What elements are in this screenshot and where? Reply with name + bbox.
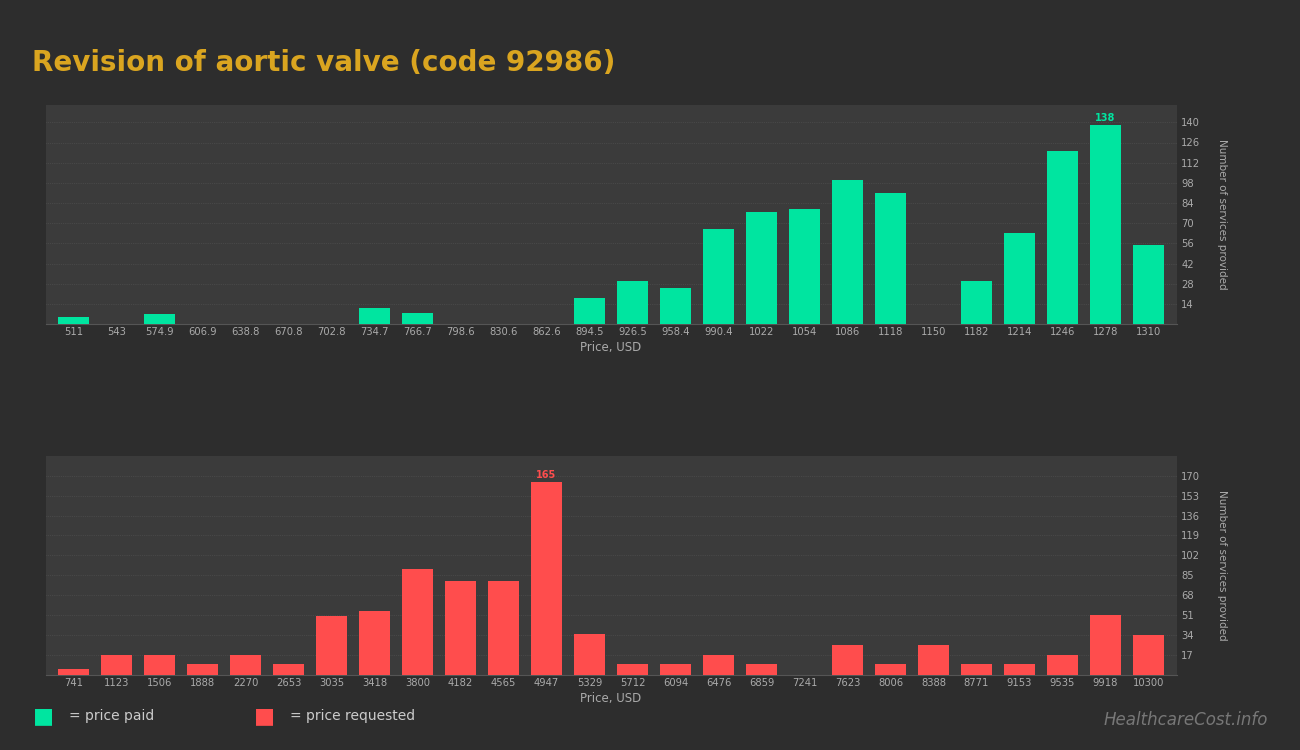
- Bar: [359, 610, 390, 675]
- Bar: [187, 664, 218, 675]
- Bar: [1004, 664, 1035, 675]
- Bar: [703, 655, 734, 675]
- Bar: [1134, 245, 1164, 324]
- Bar: [144, 655, 176, 675]
- Bar: [1134, 635, 1164, 675]
- Text: Revision of aortic valve (code 92986): Revision of aortic valve (code 92986): [32, 49, 616, 76]
- Bar: [101, 655, 131, 675]
- Y-axis label: Number of services provided: Number of services provided: [1217, 490, 1227, 640]
- Bar: [530, 482, 562, 675]
- Bar: [402, 313, 433, 324]
- Text: = price paid: = price paid: [69, 710, 155, 723]
- Text: ■: ■: [32, 706, 53, 726]
- Bar: [961, 281, 992, 324]
- Bar: [230, 655, 261, 675]
- Bar: [575, 298, 604, 324]
- Bar: [746, 664, 777, 675]
- Bar: [789, 209, 820, 324]
- X-axis label: Price, USD: Price, USD: [580, 341, 642, 354]
- Text: 138: 138: [1096, 113, 1115, 123]
- X-axis label: Price, USD: Price, USD: [580, 692, 642, 705]
- Bar: [961, 664, 992, 675]
- Text: = price requested: = price requested: [290, 710, 415, 723]
- Y-axis label: Number of services provided: Number of services provided: [1217, 140, 1227, 290]
- Bar: [144, 314, 176, 324]
- Bar: [703, 229, 734, 324]
- Bar: [316, 616, 347, 675]
- Bar: [1091, 615, 1121, 675]
- Bar: [618, 281, 647, 324]
- Bar: [488, 581, 519, 675]
- Bar: [58, 669, 88, 675]
- Bar: [832, 644, 863, 675]
- Text: HealthcareCost.info: HealthcareCost.info: [1104, 711, 1268, 729]
- Bar: [575, 634, 604, 675]
- Bar: [359, 308, 390, 324]
- Bar: [402, 569, 433, 675]
- Bar: [1046, 152, 1078, 324]
- Bar: [1046, 655, 1078, 675]
- Bar: [445, 581, 476, 675]
- Bar: [1004, 233, 1035, 324]
- Bar: [660, 288, 692, 324]
- Bar: [273, 664, 304, 675]
- Bar: [875, 193, 906, 324]
- Bar: [746, 211, 777, 324]
- Text: 165: 165: [537, 470, 556, 480]
- Bar: [618, 664, 647, 675]
- Bar: [1091, 125, 1121, 324]
- Bar: [660, 664, 692, 675]
- Bar: [58, 317, 88, 324]
- Bar: [832, 180, 863, 324]
- Bar: [918, 644, 949, 675]
- Text: ■: ■: [254, 706, 274, 726]
- Bar: [875, 664, 906, 675]
